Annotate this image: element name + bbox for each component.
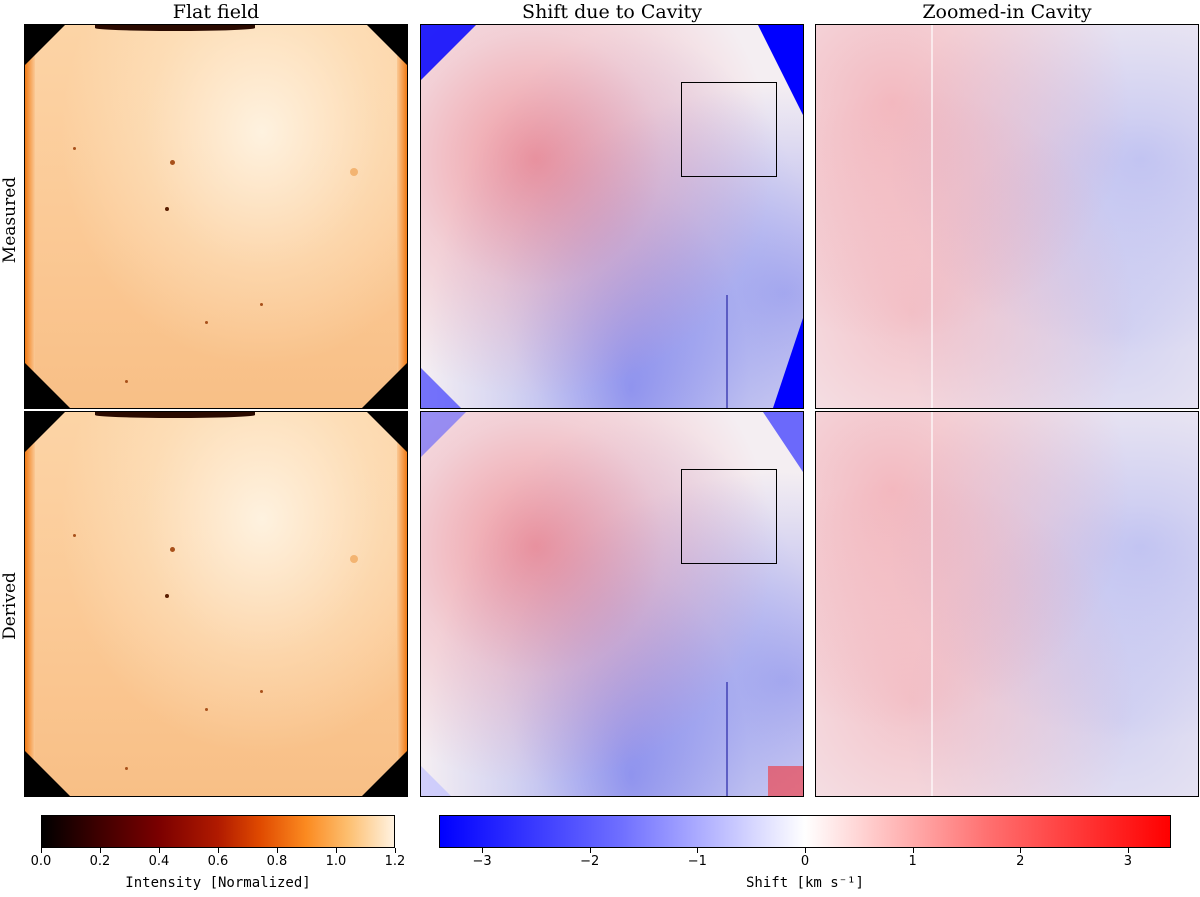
shift-tick-label: −2 bbox=[580, 854, 600, 869]
shift-tick-label: 2 bbox=[1016, 854, 1025, 869]
intensity-tick-label: 1.2 bbox=[384, 854, 406, 869]
shift-tick-mark bbox=[589, 848, 591, 853]
shift-cavity-measured-image bbox=[420, 24, 804, 409]
intensity-tick-mark bbox=[218, 848, 219, 853]
intensity-tick-label: 0.8 bbox=[266, 854, 288, 869]
column-title-shift: Shift due to Cavity bbox=[522, 1, 702, 23]
column-title-zoomed: Zoomed-in Cavity bbox=[922, 1, 1092, 23]
intensity-colorbar-label: Intensity [Normalized] bbox=[125, 875, 311, 891]
intensity-tick-label: 0.6 bbox=[207, 854, 229, 869]
row-label-measured: Measured bbox=[0, 176, 20, 264]
intensity-tick-mark bbox=[159, 848, 160, 853]
intensity-colorbar bbox=[41, 815, 395, 848]
shift-tick-label: 1 bbox=[908, 854, 917, 869]
intensity-tick-mark bbox=[395, 848, 396, 853]
intensity-tick-mark bbox=[336, 848, 337, 853]
zoom-region-box-derived bbox=[681, 469, 777, 564]
flat-field-measured-image bbox=[24, 24, 408, 409]
intensity-tick-label: 0.4 bbox=[148, 854, 170, 869]
shift-tick-label: −1 bbox=[687, 854, 707, 869]
intensity-tick-mark bbox=[100, 848, 101, 853]
shift-tick-label: −3 bbox=[472, 854, 492, 869]
zoomed-cavity-measured-image bbox=[815, 24, 1199, 409]
shift-tick-mark bbox=[1020, 848, 1022, 853]
shift-colorbar bbox=[439, 815, 1171, 848]
intensity-tick-label: 0.0 bbox=[30, 854, 52, 869]
shift-tick-mark bbox=[912, 848, 914, 853]
shift-colorbar-label: Shift [km s⁻¹] bbox=[745, 875, 864, 891]
zoom-region-box-measured bbox=[681, 82, 777, 177]
flat-field-derived-image bbox=[24, 411, 408, 797]
intensity-tick-mark bbox=[41, 848, 42, 853]
intensity-tick-label: 1.0 bbox=[325, 854, 347, 869]
column-title-flat-field: Flat field bbox=[172, 1, 260, 23]
shift-tick-mark bbox=[805, 848, 806, 853]
row-label-derived: Derived bbox=[0, 572, 20, 640]
zoomed-cavity-derived-image bbox=[815, 411, 1199, 797]
shift-cavity-derived-image bbox=[420, 411, 804, 797]
shift-tick-mark bbox=[697, 848, 699, 853]
intensity-tick-label: 0.2 bbox=[89, 854, 111, 869]
shift-tick-mark bbox=[1127, 848, 1129, 853]
intensity-tick-mark bbox=[277, 848, 278, 853]
shift-tick-label: 3 bbox=[1123, 854, 1133, 869]
shift-tick-label: 0 bbox=[800, 854, 810, 869]
shift-tick-mark bbox=[482, 848, 484, 853]
